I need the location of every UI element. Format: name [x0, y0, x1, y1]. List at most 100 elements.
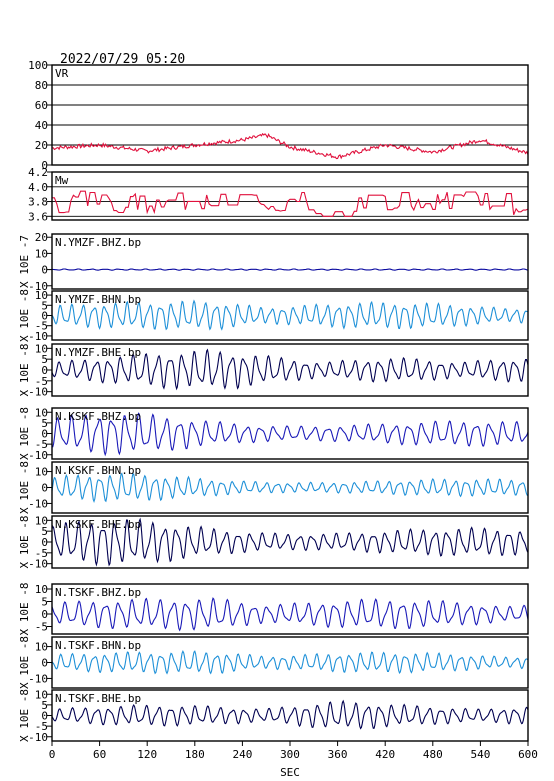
- y-tick-label: 3.8: [28, 196, 48, 209]
- y-tick-label: 10: [35, 247, 48, 260]
- y-tick-label: 10: [35, 289, 48, 302]
- panel-frame: [51, 461, 529, 514]
- y-tick-label: 0: [41, 657, 48, 670]
- y-tick-label: 10: [35, 688, 48, 701]
- y-axis-label: X 10E -8: [18, 689, 31, 742]
- panel-label: N.YMZF.BHE.bp: [55, 346, 141, 359]
- y-tick-label: -5: [35, 621, 48, 634]
- x-tick-label: 300: [280, 748, 300, 761]
- series-line: [51, 412, 529, 457]
- panel-label: N.KSKF.BHE.bp: [55, 518, 141, 531]
- y-tick-label: 10: [35, 342, 48, 355]
- series-line: [51, 472, 529, 504]
- y-axis-label: X 10E -8: [18, 407, 31, 460]
- panel-frame: [51, 407, 529, 460]
- panel-frame: [51, 583, 529, 635]
- y-tick-label: -10: [28, 386, 48, 399]
- y-axis-label: X 10E -8: [18, 344, 31, 397]
- panel-7: -10 0 10 N.KSKF.BHN.bp X 10E -8: [18, 461, 529, 514]
- panel-1: 0 20 40 60 80 100 VR: [28, 59, 529, 172]
- panel-frame: [51, 636, 529, 689]
- y-tick-label: 4.2: [28, 166, 48, 179]
- y-tick-label: 4.0: [28, 181, 48, 194]
- y-tick-label: -5: [35, 720, 48, 733]
- x-tick-label: 180: [185, 748, 205, 761]
- series-line: [51, 649, 529, 675]
- y-tick-label: -10: [28, 558, 48, 571]
- y-tick-label: 0: [41, 310, 48, 323]
- y-tick-label: 20: [35, 231, 48, 244]
- y-tick-label: 60: [35, 99, 48, 112]
- y-tick-label: 10: [35, 466, 48, 479]
- y-tick-label: 10: [35, 514, 48, 527]
- y-tick-label: 5: [41, 417, 48, 430]
- y-tick-label: 0: [41, 159, 48, 172]
- panel-label: N.TSKF.BHN.bp: [55, 639, 141, 652]
- y-tick-label: -5: [35, 547, 48, 560]
- y-tick-label: 5: [41, 596, 48, 609]
- x-tick-label: 240: [232, 748, 252, 761]
- y-tick-label: -10: [28, 672, 48, 685]
- y-tick-label: 0: [41, 608, 48, 621]
- y-tick-label: 0: [41, 364, 48, 377]
- panel-label: N.KSKF.BHN.bp: [55, 464, 141, 477]
- y-tick-label: 10: [35, 406, 48, 419]
- panel-frame: [51, 290, 529, 341]
- y-tick-label: 5: [41, 353, 48, 366]
- y-tick-label: 0: [41, 482, 48, 495]
- y-tick-label: -10: [28, 330, 48, 343]
- panel-label: N.KSKF.BHZ.bp: [55, 410, 141, 423]
- y-tick-label: -10: [28, 731, 48, 744]
- y-axis-label: X 10E -8: [18, 583, 31, 636]
- series-line: [51, 268, 529, 271]
- panel-frame: [51, 515, 529, 569]
- panel-label: VR: [55, 67, 69, 80]
- y-tick-label: 5: [41, 699, 48, 712]
- y-axis-label: X 10E -8: [18, 636, 31, 689]
- panel-frame: [51, 343, 529, 397]
- y-tick-label: 0: [41, 428, 48, 441]
- y-tick-label: 3.6: [28, 210, 48, 223]
- series-line: [52, 190, 529, 217]
- y-tick-label: 0: [41, 536, 48, 549]
- y-tick-label: -5: [35, 320, 48, 333]
- y-axis-label: X 10E -8: [18, 289, 31, 342]
- series-line: [51, 348, 529, 391]
- series-line: [51, 299, 529, 331]
- panel-frame: [51, 233, 529, 290]
- y-tick-label: 40: [35, 119, 48, 132]
- y-tick-label: 0: [41, 710, 48, 723]
- series-line: [51, 597, 529, 632]
- y-tick-label: -10: [28, 497, 48, 510]
- x-tick-label: 120: [137, 748, 157, 761]
- series-line: [51, 517, 529, 567]
- y-axis-label: X 10E -8: [18, 461, 31, 514]
- panel-label: N.TSKF.BHE.bp: [55, 692, 141, 705]
- series-line: [51, 132, 529, 160]
- y-tick-label: -5: [35, 438, 48, 451]
- x-axis-label: SEC: [280, 766, 300, 779]
- panel-label: Mw: [55, 174, 69, 187]
- panel-label: N.TSKF.BHZ.bp: [55, 586, 141, 599]
- y-tick-label: -5: [35, 375, 48, 388]
- x-tick-label: 600: [518, 748, 538, 761]
- y-tick-label: 10: [35, 583, 48, 596]
- panel-2: 3.63.8 4.0 4.2 Mw: [28, 166, 529, 223]
- y-tick-label: 20: [35, 139, 48, 152]
- y-axis-label: X 10E -8: [18, 516, 31, 569]
- panel-label: N.YMZF.BHZ.bp: [55, 236, 141, 249]
- y-tick-label: -10: [28, 449, 48, 462]
- y-tick-label: 100: [28, 59, 48, 72]
- panel-label: N.YMZF.BHN.bp: [55, 293, 141, 306]
- chart-title: 2022/07/29 05:20: [60, 52, 185, 67]
- y-tick-label: -10: [28, 280, 48, 293]
- x-tick-label: 480: [423, 748, 443, 761]
- panel-10: -10 0 10 N.TSKF.BHN.bp X 10E -8: [18, 636, 529, 689]
